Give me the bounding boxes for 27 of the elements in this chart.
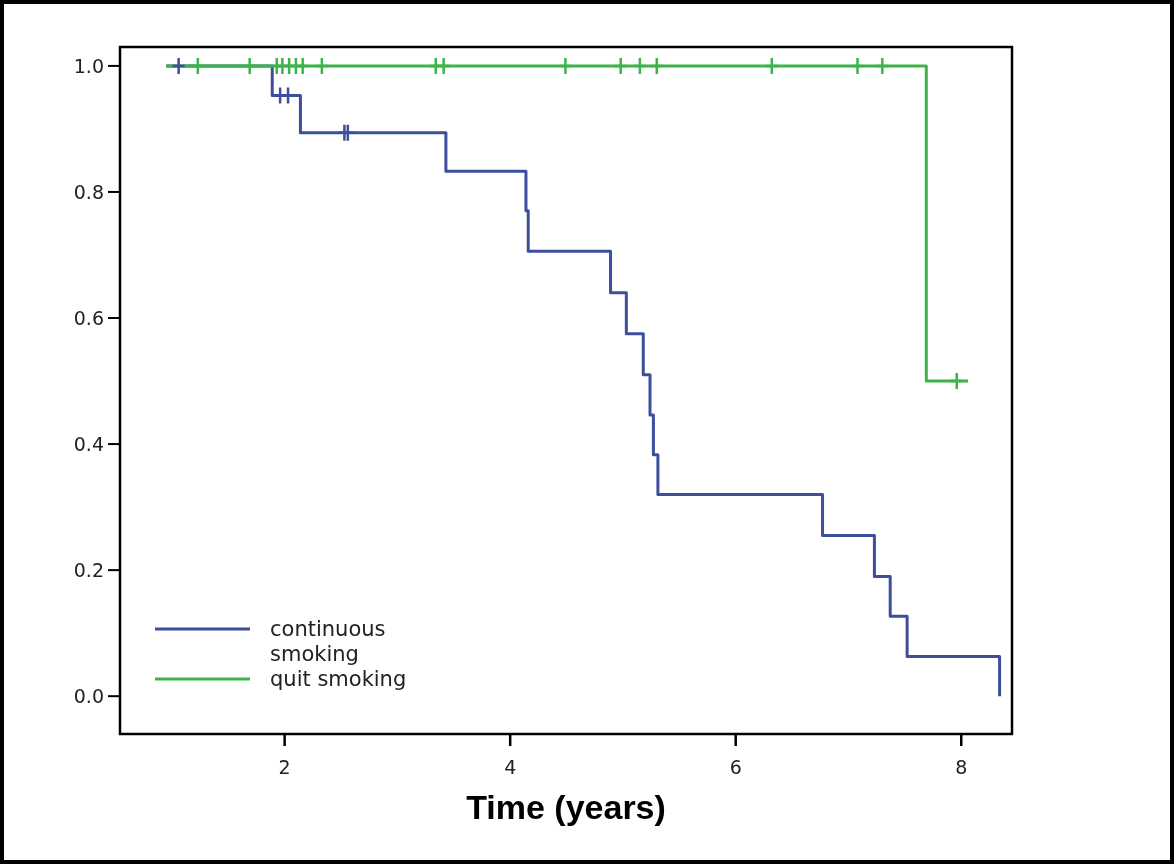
point xyxy=(850,56,865,76)
x-tick-label: 4 xyxy=(504,756,517,778)
point xyxy=(436,56,451,76)
point xyxy=(875,56,890,76)
x-tick-label: 8 xyxy=(955,756,968,778)
point xyxy=(632,56,648,76)
point xyxy=(558,56,573,76)
y-tick-label: 1.0 xyxy=(73,54,104,77)
point xyxy=(295,56,310,76)
point xyxy=(314,56,330,76)
point xyxy=(764,56,780,76)
x-tick-label: 2 xyxy=(278,756,291,778)
x-axis-title: Time (years) xyxy=(466,788,666,826)
point xyxy=(649,56,665,76)
point xyxy=(190,56,206,76)
legend-label: quit smoking xyxy=(270,667,407,692)
x-tick-label: 6 xyxy=(729,756,742,778)
y-tick-label: 0.2 xyxy=(73,558,104,581)
y-tick-label: 0.6 xyxy=(73,306,104,329)
point xyxy=(949,371,964,391)
y-tick-label: 0.8 xyxy=(73,180,104,203)
point xyxy=(613,56,628,76)
point xyxy=(242,56,257,76)
y-tick-label: 0.0 xyxy=(73,684,104,707)
point xyxy=(340,123,356,142)
y-tick-label: 0.4 xyxy=(73,432,104,455)
point xyxy=(171,56,186,76)
